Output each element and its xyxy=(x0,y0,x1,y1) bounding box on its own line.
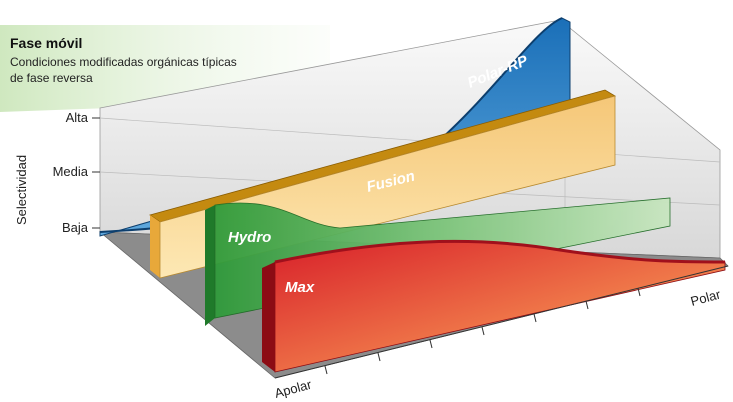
axis-ticks xyxy=(92,117,729,379)
ribbon-label: Max xyxy=(285,279,315,296)
legend-line: de fase reversa xyxy=(10,71,93,85)
legend-title: Fase móvil xyxy=(10,35,82,51)
x-axis-label: Apolar xyxy=(273,377,314,401)
ribbon-max-side xyxy=(262,262,275,372)
y-axis-label: Selectividad xyxy=(14,155,29,225)
y-tick-label: Alta xyxy=(66,110,89,125)
y-tick-label: Baja xyxy=(62,220,89,235)
ribbon-edge xyxy=(274,239,726,264)
ribbon-fusion-side xyxy=(150,215,160,278)
ribbon-label: Hydro xyxy=(228,229,271,246)
x-axis-label: Polar xyxy=(689,286,723,309)
y-tick-label: Media xyxy=(53,164,89,179)
ribbon-hydro-side xyxy=(205,205,215,326)
legend-line: Condiciones modificadas orgánicas típica… xyxy=(10,55,237,69)
